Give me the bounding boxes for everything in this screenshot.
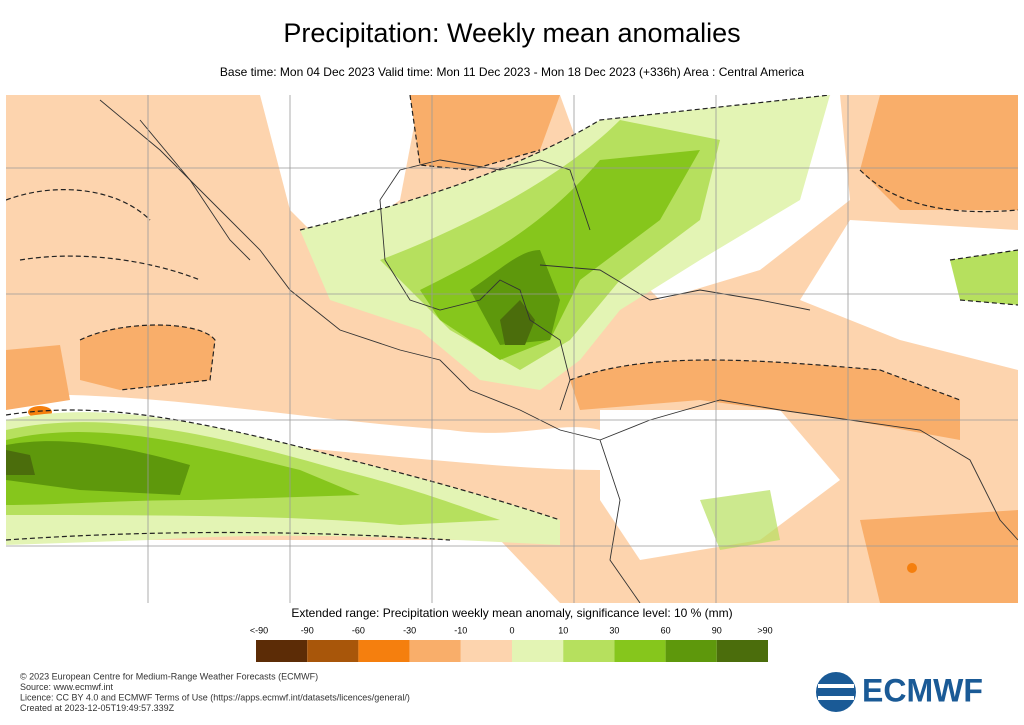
colorbar-box (716, 640, 768, 662)
legend-title: Extended range: Precipitation weekly mea… (291, 606, 732, 620)
colorbar-box (256, 640, 308, 662)
colorbar-box (460, 640, 512, 662)
colorbar-label: 0 (509, 625, 514, 635)
colorbar-box (665, 640, 717, 662)
footer-line: Source: www.ecmwf.int (20, 682, 114, 692)
logo: ECMWF (816, 672, 983, 712)
colorbar-label: <-90 (250, 625, 268, 635)
footer-line: Created at 2023-12-05T19:49:57.339Z (20, 703, 175, 713)
title: Precipitation: Weekly mean anomalies (283, 18, 740, 48)
colorbar-label: -30 (403, 625, 416, 635)
colorbar-box (512, 640, 564, 662)
logo-text: ECMWF (862, 672, 983, 708)
colorbar-label: -10 (454, 625, 467, 635)
colorbar-label: >90 (757, 625, 772, 635)
colorbar-label: -90 (301, 625, 314, 635)
footer: © 2023 European Centre for Medium-Range … (20, 671, 410, 713)
subtitle: Base time: Mon 04 Dec 2023 Valid time: M… (220, 65, 805, 79)
colorbar-label: 60 (661, 625, 671, 635)
colorbar-label: 30 (609, 625, 619, 635)
colorbar-label: -60 (352, 625, 365, 635)
colorbar-box (358, 640, 410, 662)
colorbar-label: 90 (712, 625, 722, 635)
footer-line: Licence: CC BY 4.0 and ECMWF Terms of Us… (20, 692, 410, 702)
map (6, 95, 1018, 603)
footer-line: © 2023 European Centre for Medium-Range … (20, 671, 318, 681)
colorbar-box (307, 640, 359, 662)
colorbar-box (614, 640, 666, 662)
colorbar-label: 10 (558, 625, 568, 635)
colorbar: <-90 -90 -60 -30 -10 0 10 30 60 90 >90 (250, 625, 773, 662)
colorbar-box (563, 640, 615, 662)
colorbar-box (409, 640, 461, 662)
